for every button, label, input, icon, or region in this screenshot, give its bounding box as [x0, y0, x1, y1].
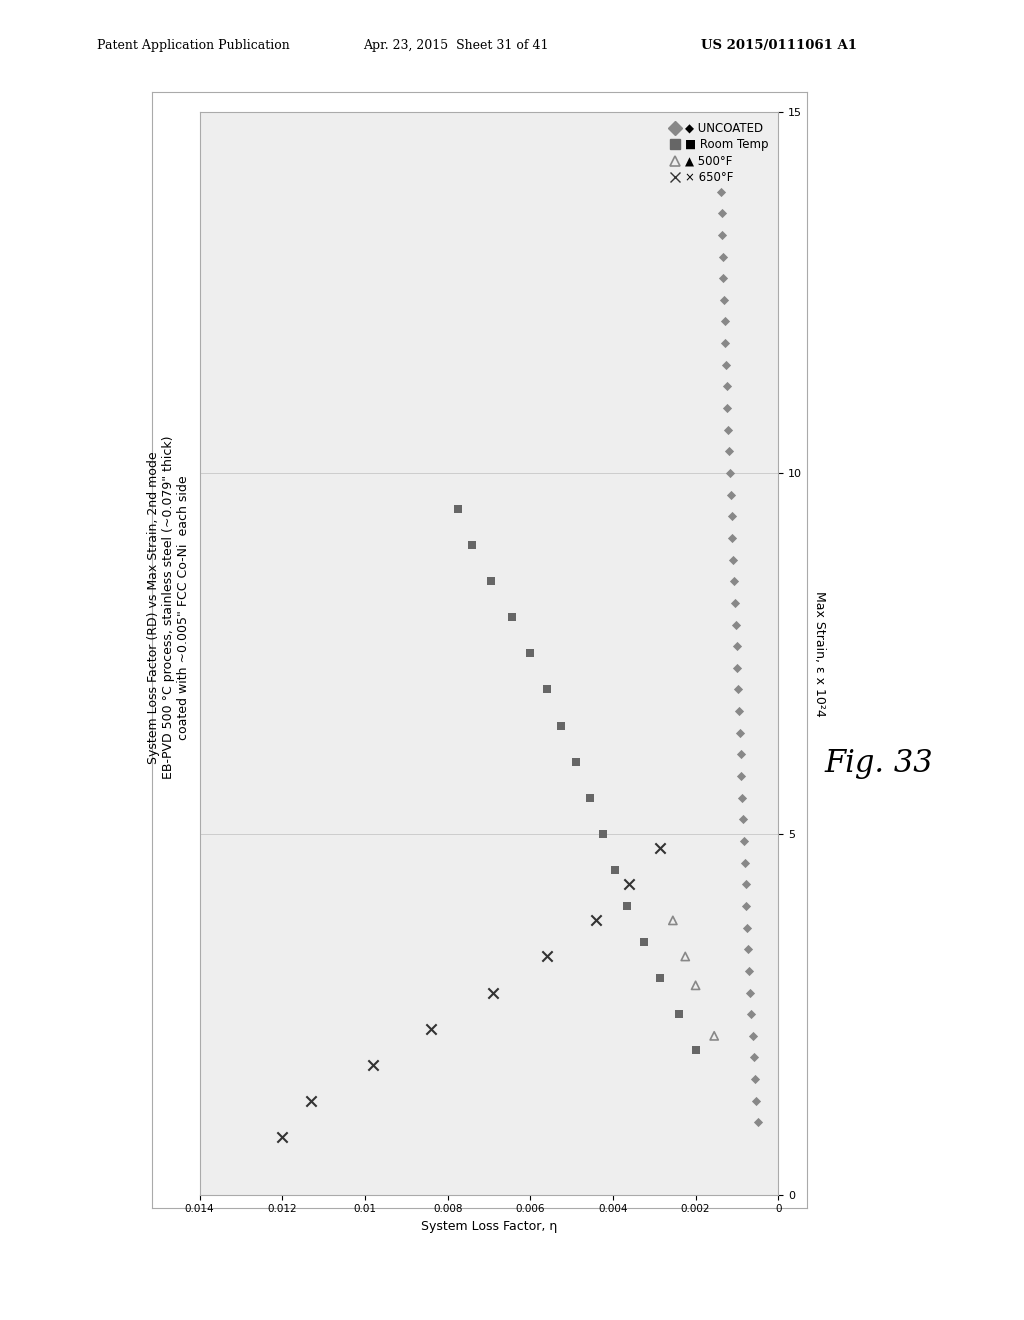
Point — [706, 1026, 722, 1047]
Point — [464, 535, 480, 556]
Point — [726, 570, 742, 591]
Point — [730, 678, 746, 700]
Point — [539, 678, 555, 700]
Text: System Loss Factor (RD) vs Max Strain, 2nd mode
EB-PVD 500 °C process, stainless: System Loss Factor (RD) vs Max Strain, 2… — [147, 436, 190, 779]
Point — [727, 614, 743, 635]
Point — [720, 420, 736, 441]
Point — [749, 1090, 765, 1111]
Point — [483, 570, 500, 591]
Point — [620, 895, 636, 916]
Point — [719, 376, 735, 397]
Point — [734, 787, 751, 808]
Point — [687, 1040, 703, 1061]
Point — [607, 859, 624, 880]
Point — [366, 1055, 382, 1076]
Point — [582, 787, 598, 808]
Point — [553, 715, 569, 737]
Point — [728, 636, 744, 657]
Point — [743, 1003, 760, 1024]
Point — [423, 1018, 439, 1039]
Point — [727, 593, 743, 614]
Point — [723, 506, 739, 527]
Y-axis label: Max Strain, ε x 10²4: Max Strain, ε x 10²4 — [813, 590, 826, 717]
Point — [687, 974, 703, 995]
Point — [715, 268, 731, 289]
Point — [665, 909, 681, 931]
Point — [671, 1003, 687, 1024]
Point — [738, 895, 755, 916]
Legend: ◆ UNCOATED, ■ Room Temp, ▲ 500°F, × 650°F: ◆ UNCOATED, ■ Room Temp, ▲ 500°F, × 650°… — [666, 117, 772, 187]
Point — [724, 528, 740, 549]
Point — [522, 643, 539, 664]
Point — [716, 289, 732, 310]
Point — [745, 1047, 762, 1068]
Point — [732, 744, 749, 766]
Point — [539, 946, 555, 968]
Point — [725, 549, 741, 570]
Point — [717, 312, 733, 333]
Text: US 2015/0111061 A1: US 2015/0111061 A1 — [701, 38, 857, 51]
Point — [717, 333, 733, 354]
Point — [733, 766, 750, 787]
Point — [736, 830, 753, 851]
Point — [677, 946, 693, 968]
Point — [567, 751, 584, 772]
Point — [729, 657, 745, 678]
Text: Fig. 33: Fig. 33 — [824, 748, 933, 779]
Point — [450, 499, 466, 520]
Point — [714, 203, 730, 224]
Point — [719, 397, 735, 418]
Point — [713, 181, 729, 202]
Point — [721, 441, 737, 462]
Point — [736, 853, 753, 874]
Point — [652, 968, 669, 989]
Text: Patent Application Publication: Patent Application Publication — [97, 38, 290, 51]
Point — [750, 1111, 766, 1133]
Point — [485, 982, 502, 1003]
Point — [731, 701, 748, 722]
Point — [622, 874, 638, 895]
Point — [740, 939, 757, 960]
Point — [504, 607, 520, 628]
Point — [739, 917, 756, 939]
Point — [636, 932, 652, 953]
X-axis label: System Loss Factor, η: System Loss Factor, η — [421, 1220, 557, 1233]
Point — [735, 809, 752, 830]
Point — [742, 982, 759, 1003]
Point — [274, 1126, 291, 1147]
Point — [723, 484, 739, 506]
Point — [718, 354, 734, 375]
Point — [303, 1090, 319, 1111]
Point — [737, 874, 754, 895]
Point — [740, 961, 757, 982]
Point — [746, 1069, 763, 1090]
Point — [594, 824, 610, 845]
Text: Apr. 23, 2015  Sheet 31 of 41: Apr. 23, 2015 Sheet 31 of 41 — [364, 38, 549, 51]
Point — [714, 224, 730, 246]
Point — [722, 462, 738, 483]
Point — [588, 909, 604, 931]
Point — [731, 722, 748, 743]
Point — [715, 246, 731, 267]
Point — [744, 1026, 761, 1047]
Point — [652, 838, 669, 859]
